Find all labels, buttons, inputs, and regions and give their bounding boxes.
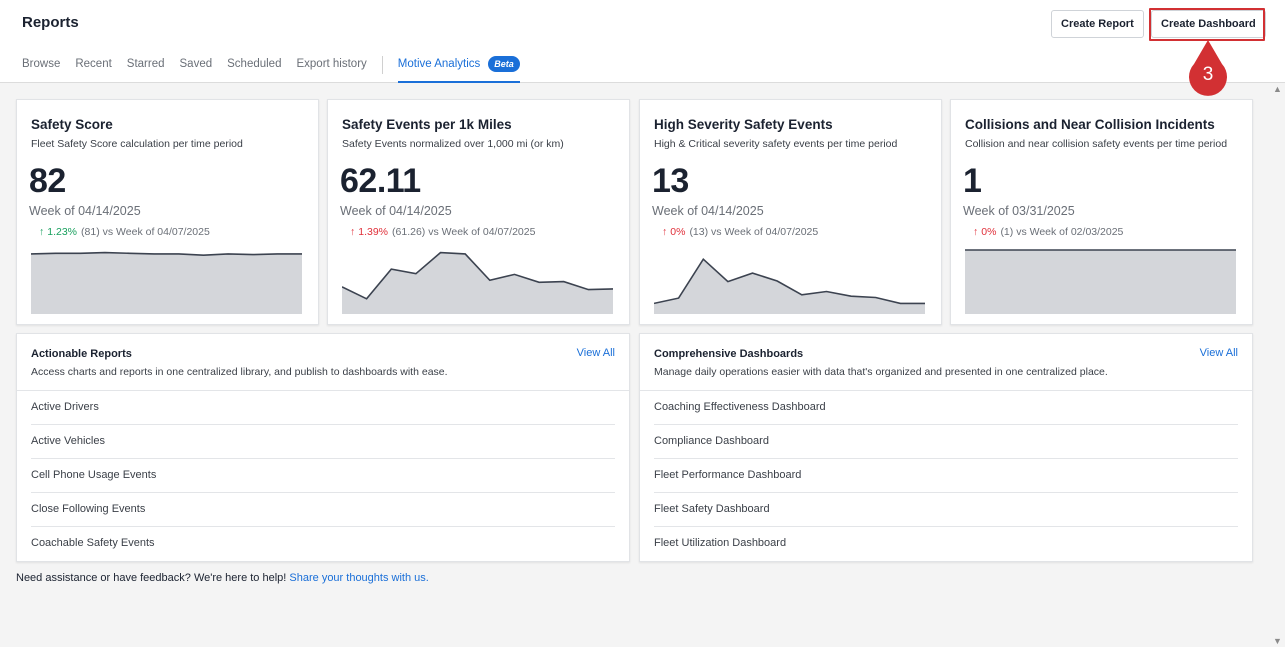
metric-subtitle: Collision and near collision safety even… xyxy=(965,138,1228,150)
view-all-link[interactable]: View All xyxy=(576,347,615,359)
tab-bar: Browse Recent Starred Saved Scheduled Ex… xyxy=(22,51,535,83)
list-item[interactable]: Close Following Events xyxy=(31,493,615,527)
beta-badge: Beta xyxy=(488,56,520,72)
tab-label: Motive Analytics xyxy=(397,58,481,70)
arrow-up-icon: ↑ xyxy=(350,226,356,238)
list-item[interactable]: Compliance Dashboard xyxy=(654,425,1238,459)
page-title: Reports xyxy=(22,14,79,31)
change-detail: (61.26) vs Week of 04/07/2025 xyxy=(392,226,536,238)
metric-subtitle: High & Critical severity safety events p… xyxy=(654,138,898,150)
list-item[interactable]: Active Vehicles xyxy=(31,425,615,459)
change-detail: (13) vs Week of 04/07/2025 xyxy=(689,226,819,238)
metric-change: ↑ 1.23% (81) vs Week of 04/07/2025 xyxy=(39,226,210,238)
metric-value: 82 xyxy=(29,162,66,200)
sparkline-chart xyxy=(965,249,1236,314)
tab-export-history[interactable]: Export history xyxy=(296,58,367,70)
tab-starred[interactable]: Starred xyxy=(126,58,165,70)
change-percent: 0% xyxy=(981,226,997,238)
feedback-link[interactable]: Share your thoughts with us. xyxy=(289,572,429,584)
metric-week: Week of 03/31/2025 xyxy=(963,204,1075,218)
list-item[interactable]: Fleet Utilization Dashboard xyxy=(654,537,787,549)
scroll-up-icon[interactable]: ▲ xyxy=(1273,84,1282,94)
divider xyxy=(17,390,629,391)
change-detail: (1) vs Week of 02/03/2025 xyxy=(1000,226,1124,238)
arrow-up-icon: ↑ xyxy=(973,226,979,238)
arrow-up-icon: ↑ xyxy=(662,226,668,238)
step-marker-icon xyxy=(1189,40,1227,96)
metric-title: Safety Events per 1k Miles xyxy=(342,117,512,132)
arrow-up-icon: ↑ xyxy=(39,226,45,238)
change-percent: 1.39% xyxy=(358,226,389,238)
report-list: Active Drivers Active Vehicles Cell Phon… xyxy=(31,391,615,560)
change-percent: 0% xyxy=(670,226,686,238)
tab-scheduled[interactable]: Scheduled xyxy=(227,58,282,70)
actionable-reports-card: Actionable Reports Access charts and rep… xyxy=(16,333,630,562)
card-title: Comprehensive Dashboards xyxy=(654,348,804,360)
card-description: Access charts and reports in one central… xyxy=(31,366,448,378)
list-item[interactable]: Cell Phone Usage Events xyxy=(31,459,615,493)
metric-title: High Severity Safety Events xyxy=(654,117,833,132)
create-report-button[interactable]: Create Report xyxy=(1051,10,1144,38)
metric-value: 13 xyxy=(652,162,689,200)
sparkline-chart xyxy=(342,251,613,314)
metric-change: ↑ 1.39% (61.26) vs Week of 04/07/2025 xyxy=(350,226,535,238)
metric-week: Week of 04/14/2025 xyxy=(29,204,141,218)
sparkline-line xyxy=(31,251,302,257)
metric-card-safety-score[interactable]: Safety Score Fleet Safety Score calculat… xyxy=(16,99,319,325)
metric-value: 62.11 xyxy=(340,162,421,200)
card-title: Actionable Reports xyxy=(31,348,132,360)
tab-browse[interactable]: Browse xyxy=(22,58,61,70)
tab-saved[interactable]: Saved xyxy=(179,58,213,70)
create-dashboard-button[interactable]: Create Dashboard xyxy=(1151,10,1266,38)
list-item[interactable]: Coachable Safety Events xyxy=(31,537,155,549)
scroll-down-icon[interactable]: ▼ xyxy=(1273,636,1282,646)
metric-card-collisions[interactable]: Collisions and Near Collision Incidents … xyxy=(950,99,1253,325)
metric-week: Week of 04/14/2025 xyxy=(652,204,764,218)
metric-title: Collisions and Near Collision Incidents xyxy=(965,117,1215,132)
metric-subtitle: Fleet Safety Score calculation per time … xyxy=(31,138,243,150)
metric-card-high-severity[interactable]: High Severity Safety Events High & Criti… xyxy=(639,99,942,325)
tab-recent[interactable]: Recent xyxy=(75,58,112,70)
metric-value: 1 xyxy=(963,162,982,200)
footer-text: Need assistance or have feedback? We're … xyxy=(16,572,290,584)
sparkline-area xyxy=(654,259,925,314)
metric-title: Safety Score xyxy=(31,117,113,132)
comprehensive-dashboards-card: Comprehensive Dashboards Manage daily op… xyxy=(639,333,1253,562)
view-all-link[interactable]: View All xyxy=(1199,347,1238,359)
tab-motive-analytics[interactable]: Motive Analytics Beta xyxy=(397,51,520,83)
list-item[interactable]: Coaching Effectiveness Dashboard xyxy=(654,391,1238,425)
list-item[interactable]: Fleet Performance Dashboard xyxy=(654,459,1238,493)
divider xyxy=(640,390,1252,391)
sparkline-area xyxy=(965,250,1236,314)
sparkline-chart xyxy=(31,251,302,314)
step-marker-number: 3 xyxy=(1202,64,1214,85)
sparkline-area xyxy=(31,252,302,314)
sparkline-chart xyxy=(654,257,925,314)
change-detail: (81) vs Week of 04/07/2025 xyxy=(81,226,210,238)
list-item[interactable]: Active Drivers xyxy=(31,391,615,425)
sparkline-line xyxy=(342,251,613,300)
metric-change: ↑ 0% (13) vs Week of 04/07/2025 xyxy=(662,226,818,238)
dashboard-list: Coaching Effectiveness Dashboard Complia… xyxy=(654,391,1238,560)
tab-divider xyxy=(381,56,383,74)
highlight-box xyxy=(1149,8,1265,41)
change-percent: 1.23% xyxy=(47,226,78,238)
list-item[interactable]: Fleet Safety Dashboard xyxy=(654,493,1238,527)
page-header: Reports Browse Recent Starred Saved Sche… xyxy=(0,0,1285,83)
card-description: Manage daily operations easier with data… xyxy=(654,366,1108,378)
sparkline-area xyxy=(342,252,613,314)
metric-week: Week of 04/14/2025 xyxy=(340,204,452,218)
metric-card-safety-events[interactable]: Safety Events per 1k Miles Safety Events… xyxy=(327,99,630,325)
sparkline-line xyxy=(654,257,925,305)
metric-subtitle: Safety Events normalized over 1,000 mi (… xyxy=(342,138,564,150)
footer: Need assistance or have feedback? We're … xyxy=(16,572,429,584)
metric-change: ↑ 0% (1) vs Week of 02/03/2025 xyxy=(973,226,1123,238)
